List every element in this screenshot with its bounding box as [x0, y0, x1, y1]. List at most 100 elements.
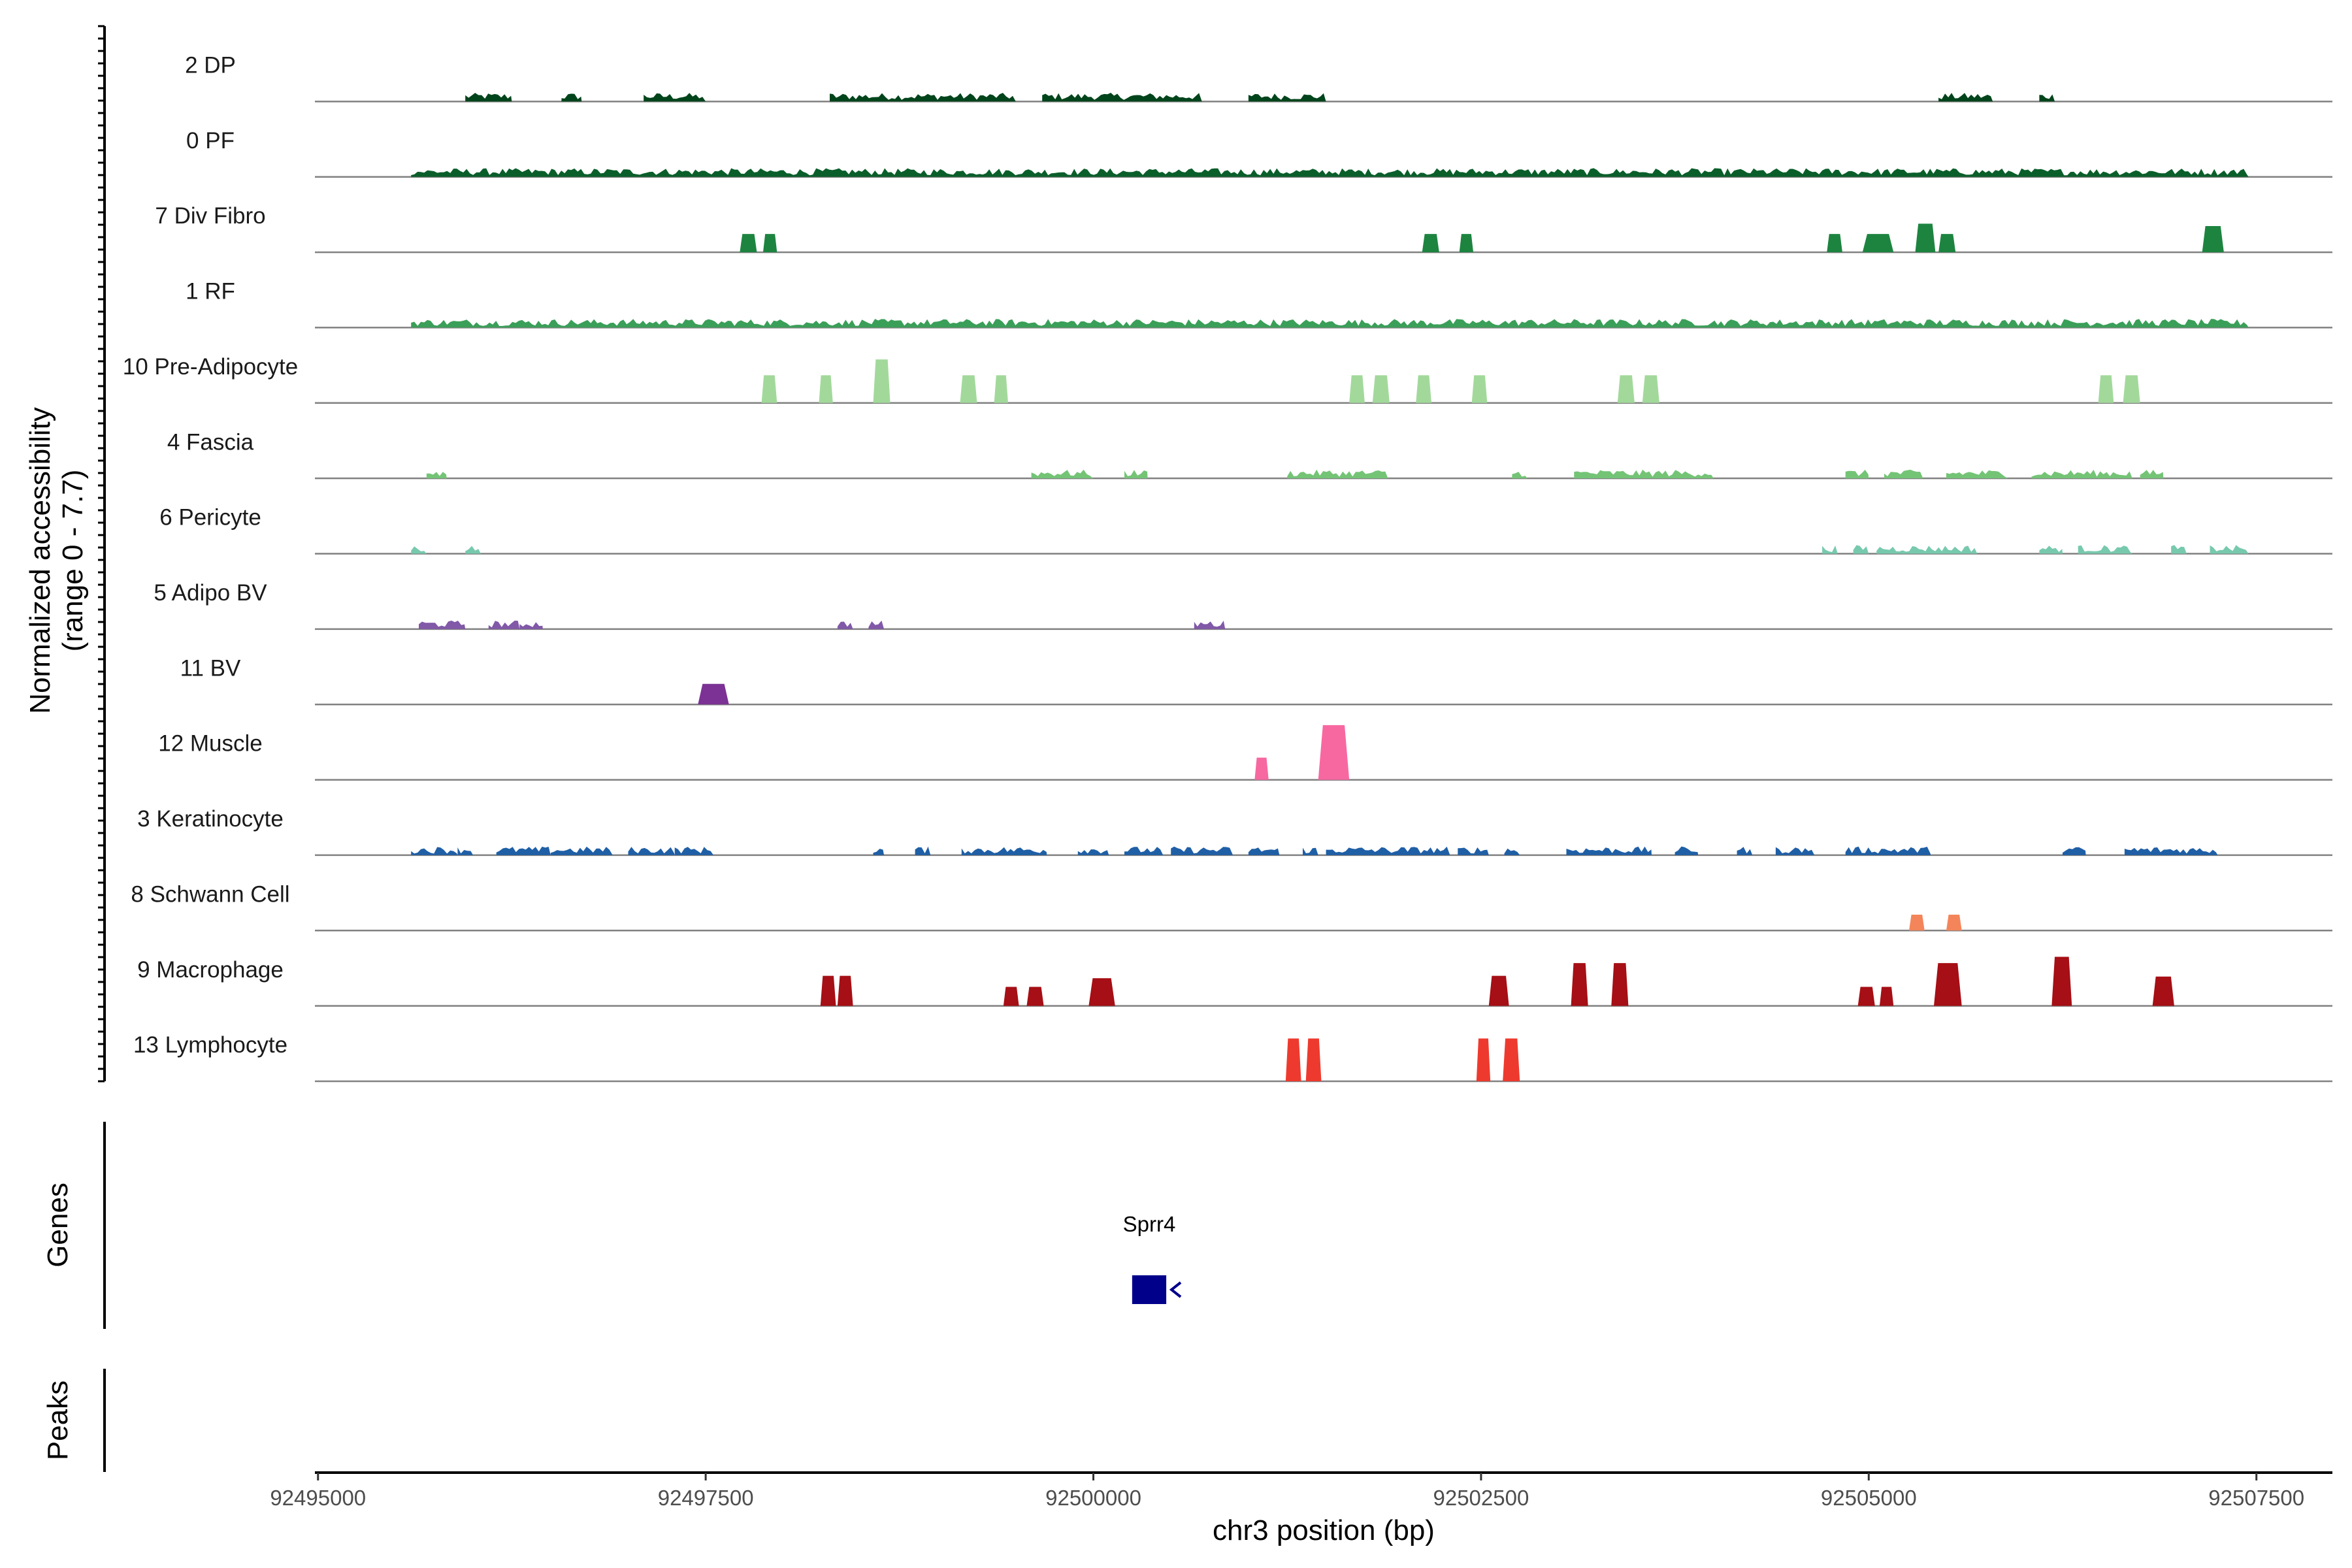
coverage-signal [1124, 470, 1148, 479]
coverage-signal [561, 93, 582, 102]
x-tick-label: 92505000 [1821, 1486, 1917, 1510]
coverage-signal [2210, 545, 2249, 554]
coverage-signal [465, 93, 512, 102]
x-axis-title: chr3 position (bp) [1213, 1514, 1435, 1546]
coverage-peak [1488, 975, 1509, 1006]
coverage-peak [1476, 1038, 1491, 1081]
x-tick-label: 92502500 [1433, 1486, 1529, 1510]
track-label: 8 Schwann Cell [131, 881, 289, 907]
coverage-peak [761, 375, 777, 403]
coverage-peak [2123, 375, 2140, 403]
coverage-signal [2039, 546, 2063, 554]
coverage-signal [1171, 846, 1233, 855]
coverage-signal [1303, 847, 1318, 855]
coverage-signal [1822, 546, 1838, 554]
x-tick-label: 92497500 [658, 1486, 754, 1510]
coverage-signal [2039, 94, 2055, 102]
coverage-signal [1287, 469, 1388, 479]
x-tick-label: 92495000 [270, 1486, 366, 1510]
coverage-peak [1827, 234, 1842, 253]
coverage-peak [1349, 375, 1365, 403]
strand-arrow-icon [1169, 1281, 1182, 1298]
coverage-peak [1862, 234, 1894, 253]
coverage-signal [1775, 847, 1815, 855]
coverage-peak [1611, 963, 1629, 1006]
coverage-signal [2140, 470, 2164, 479]
coverage-peak [960, 375, 977, 403]
peaks-panel-label: Peaks [42, 1380, 74, 1460]
coverage-signal [1512, 472, 1528, 479]
coverage-signal [1326, 846, 1450, 855]
coverage-signal [628, 847, 675, 855]
track-12-muscle: 12 Muscle [158, 725, 2332, 781]
coverage-peak [1003, 987, 1019, 1006]
gene-annotations: Sprr4 [1123, 1212, 1182, 1304]
track-6-pericyte: 6 Pericyte [159, 505, 2332, 555]
coverage-signal [873, 849, 885, 855]
coverage-signal [411, 546, 427, 554]
x-tick-label: 92507500 [2208, 1486, 2304, 1510]
coverage-peak [1617, 375, 1635, 403]
coverage-peak [1285, 1038, 1301, 1081]
genes-panel-label: Genes [42, 1183, 74, 1267]
coverage-peak [1305, 1038, 1322, 1081]
coverage-peak [820, 975, 836, 1006]
coverage-peak [1909, 915, 1925, 931]
coverage-signal [1845, 470, 1869, 479]
coverage-signal [457, 847, 474, 855]
track-label: 0 PF [186, 128, 235, 154]
coverage-peak [1459, 234, 1474, 253]
coverage-peak [1857, 987, 1875, 1006]
coverage-signal [1124, 847, 1164, 855]
coverage-peak [1503, 1038, 1520, 1081]
track-7-div-fibro: 7 Div Fibro [155, 203, 2332, 253]
coverage-signal [1194, 621, 1226, 629]
track-label: 12 Muscle [158, 731, 263, 757]
track-label: 13 Lymphocyte [133, 1032, 287, 1058]
coverage-signal [1938, 93, 1993, 102]
coverage-signal [1504, 848, 1520, 855]
track-label: 4 Fascia [167, 429, 254, 455]
accessibility-tracks: 2 DP 0 PF 7 Div Fibro 1 RF 10 Pre-Adipocyte 4… [123, 53, 2332, 1083]
gene-sprr4: Sprr4 [1123, 1212, 1182, 1304]
coverage-signal [2124, 847, 2218, 855]
track-9-macrophage: 9 Macrophage [137, 956, 2332, 1007]
coverage-peak [994, 375, 1008, 403]
track-1-rf: 1 RF [186, 279, 2332, 329]
coverage-signal [550, 846, 613, 855]
coverage-signal [1566, 846, 1652, 855]
track-label: 7 Div Fibro [155, 203, 265, 229]
coverage-signal [1077, 849, 1109, 855]
coverage-signal [519, 622, 543, 629]
coverage-signal [2031, 470, 2132, 479]
coverage-signal [1853, 545, 1869, 554]
coverage-peak [837, 975, 853, 1006]
coverage-signal [1884, 469, 1923, 479]
coverage-peak [1946, 915, 1962, 931]
x-tick-label: 92500000 [1045, 1486, 1141, 1510]
track-8-schwann-cell: 8 Schwann Cell [131, 881, 2332, 932]
coverage-peak [1026, 987, 1044, 1006]
track-11-bv: 11 BV [180, 655, 2332, 706]
coverage-signal [411, 319, 2249, 328]
coverage-signal [674, 847, 713, 855]
coverage-peak [2051, 956, 2072, 1006]
coverage-peak [2202, 226, 2224, 253]
track-label: 1 RF [186, 279, 235, 304]
coverage-peak [1938, 234, 1956, 253]
coverage-peak [2152, 976, 2174, 1006]
track-label: 6 Pericyte [159, 505, 261, 531]
coverage-peak [1915, 223, 1936, 253]
coverage-signal [426, 472, 447, 479]
coverage-peak [1471, 375, 1488, 403]
coverage-signal [830, 93, 1016, 102]
y-axis [98, 25, 106, 1083]
coverage-peak [873, 359, 890, 403]
gene-exon [1132, 1275, 1167, 1304]
coverage-signal [1031, 469, 1094, 479]
coverage-peak [1879, 987, 1894, 1006]
track-label: 5 Adipo BV [154, 580, 267, 606]
coverage-peak [740, 234, 757, 253]
coverage-peak [762, 234, 777, 253]
